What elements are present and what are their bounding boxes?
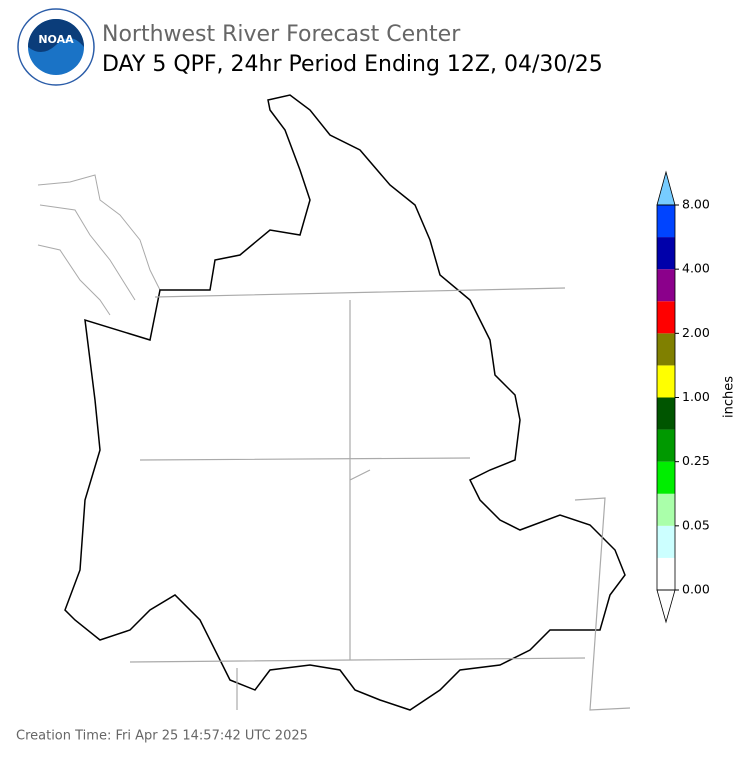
map [37, 94, 631, 711]
colorbar-tick-label: 0.05 [682, 517, 710, 532]
colorbar-segment [657, 205, 675, 238]
colorbar-segment [657, 557, 675, 590]
colorbar-segment [657, 461, 675, 494]
colorbar-tick-label: 2.00 [682, 325, 710, 340]
subtitle: DAY 5 QPF, 24hr Period Ending 12Z, 04/30… [102, 52, 603, 77]
colorbar-tick-label: 8.00 [682, 197, 710, 212]
colorbar-tick-label: 0.00 [682, 582, 710, 597]
colorbar-segment [657, 269, 675, 302]
colorbar-tick-label: 1.00 [682, 389, 710, 404]
noaa-logo: NOAA [17, 8, 95, 86]
title: Northwest River Forecast Center [102, 22, 461, 47]
colorbar-segment [657, 397, 675, 430]
colorbar-segment [657, 301, 675, 334]
colorbar-label: inches [722, 376, 737, 418]
colorbar-segment [657, 365, 675, 398]
colorbar-tick-label: 4.00 [682, 261, 710, 276]
colorbar: 0.00 0.05 0.25 1.00 2.00 4.00 8.00 [656, 170, 710, 624]
colorbar-segment [657, 493, 675, 526]
colorbar-segment [657, 429, 675, 462]
colorbar-segment [657, 333, 675, 366]
colorbar-segment [657, 525, 675, 558]
colorbar-segment [657, 237, 675, 270]
coastline [37, 174, 161, 316]
state-boundaries [129, 287, 631, 711]
colorbar-tick-label: 0.25 [682, 453, 710, 468]
logo-text: NOAA [38, 33, 74, 46]
creation-time: Creation Time: Fri Apr 25 14:57:42 UTC 2… [16, 729, 308, 744]
